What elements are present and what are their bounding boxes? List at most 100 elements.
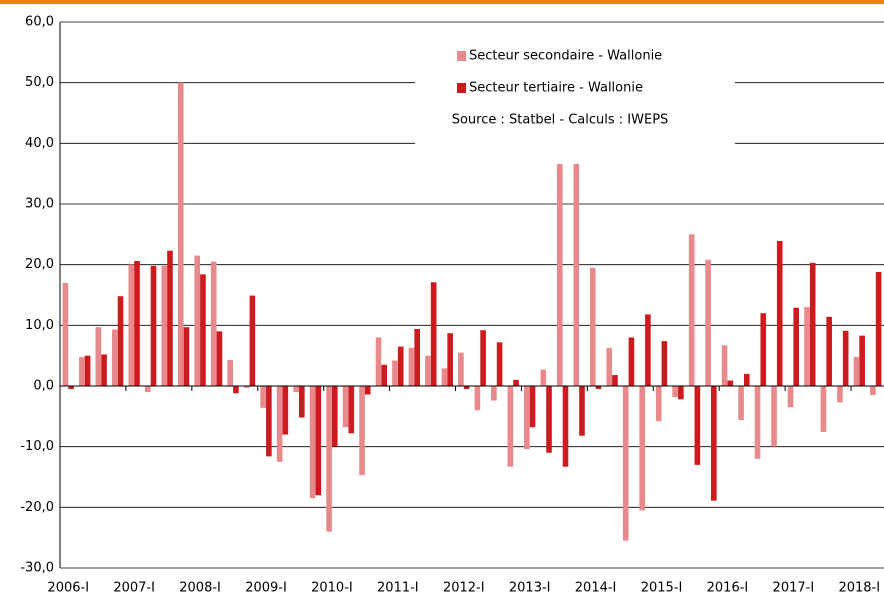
bar: [595, 386, 602, 390]
x-tick-label: 2016-I: [707, 581, 749, 596]
bar: [496, 342, 503, 386]
bar: [276, 386, 283, 462]
bar: [117, 296, 124, 386]
bar: [870, 386, 876, 396]
bar: [177, 82, 184, 387]
bar: [678, 386, 684, 400]
y-tick-label: -30,0: [20, 561, 54, 576]
bar: [639, 386, 645, 511]
bar: [299, 386, 305, 418]
bar: [243, 386, 250, 388]
bar: [375, 337, 382, 386]
bar: [556, 155, 563, 386]
annotation: Source : Statbel - Calculs : IWEPS: [452, 113, 669, 128]
top-band: [0, 0, 884, 4]
bar: [227, 359, 233, 386]
bar: [705, 259, 711, 386]
bar: [645, 314, 651, 386]
bar: [787, 386, 794, 408]
bar: [128, 264, 135, 386]
bar: [853, 356, 860, 386]
bar: [392, 360, 398, 386]
y-tick-label: -10,0: [20, 439, 54, 454]
bar: [326, 386, 332, 532]
x-tick-label: 2008-I: [179, 581, 221, 596]
bar: [408, 347, 415, 386]
bar: [562, 386, 569, 467]
bar: [260, 386, 266, 408]
bar: [837, 386, 843, 403]
bar: [463, 386, 470, 390]
bar: [721, 345, 728, 386]
bar: [161, 265, 168, 386]
bar: [480, 330, 486, 386]
bar: [112, 329, 118, 386]
bar: [540, 369, 547, 386]
legend-swatch: [457, 83, 466, 93]
bar: [309, 386, 316, 499]
bar: [249, 295, 256, 386]
bar: [760, 313, 767, 386]
bar: [458, 352, 464, 386]
y-tick-label: 40,0: [25, 136, 54, 151]
bar: [573, 153, 580, 386]
legend-background: [415, 44, 735, 164]
bar: [79, 356, 85, 386]
x-tick-label: 2006-I: [47, 581, 89, 596]
y-tick-label: -20,0: [20, 500, 54, 515]
bar: [809, 262, 816, 386]
bar: [194, 255, 201, 386]
bar: [200, 274, 206, 386]
x-tick-label: 2012-I: [443, 581, 485, 596]
bar: [315, 386, 322, 496]
bar: [842, 330, 849, 386]
bar: [579, 386, 585, 436]
bar: [134, 261, 140, 386]
bar: [101, 354, 107, 386]
bar: [95, 327, 102, 386]
bar: [694, 386, 701, 465]
bar: [513, 379, 519, 386]
bar: [859, 335, 865, 386]
bar: [364, 386, 371, 395]
bar: [359, 386, 365, 476]
bar: [793, 307, 800, 386]
bar: [441, 368, 448, 386]
bar: [425, 355, 431, 386]
x-tick-label: 2007-I: [113, 581, 155, 596]
bar: [711, 386, 717, 501]
bar: [447, 333, 453, 386]
bar: [474, 386, 481, 411]
bar: [342, 386, 349, 428]
bar: [628, 337, 635, 386]
bar: [655, 386, 662, 422]
x-tick-label: 2013-I: [509, 581, 551, 596]
bar: [266, 386, 272, 457]
y-tick-label: 20,0: [25, 257, 54, 272]
bar: [381, 364, 388, 386]
bar: [150, 265, 157, 386]
bar: [826, 316, 832, 386]
bar: [397, 346, 404, 386]
bar: [293, 386, 299, 393]
bar: [688, 234, 695, 386]
bar: [875, 271, 882, 386]
legend-swatch: [457, 51, 466, 61]
y-tick-label: 10,0: [25, 318, 54, 333]
bar: [738, 386, 744, 420]
x-tick-label: 2017-I: [773, 581, 815, 596]
bar: [804, 307, 810, 386]
bar: [776, 241, 783, 386]
bar: [167, 250, 173, 386]
y-tick-label: 30,0: [25, 197, 54, 212]
y-tick-label: 0,0: [33, 379, 54, 394]
bar: [612, 375, 618, 386]
bar: [672, 386, 678, 397]
bar: [589, 267, 596, 386]
bar: [524, 386, 530, 450]
bar: [216, 331, 223, 386]
bar: [68, 386, 74, 390]
bar: [771, 386, 777, 447]
bar: [144, 386, 151, 393]
